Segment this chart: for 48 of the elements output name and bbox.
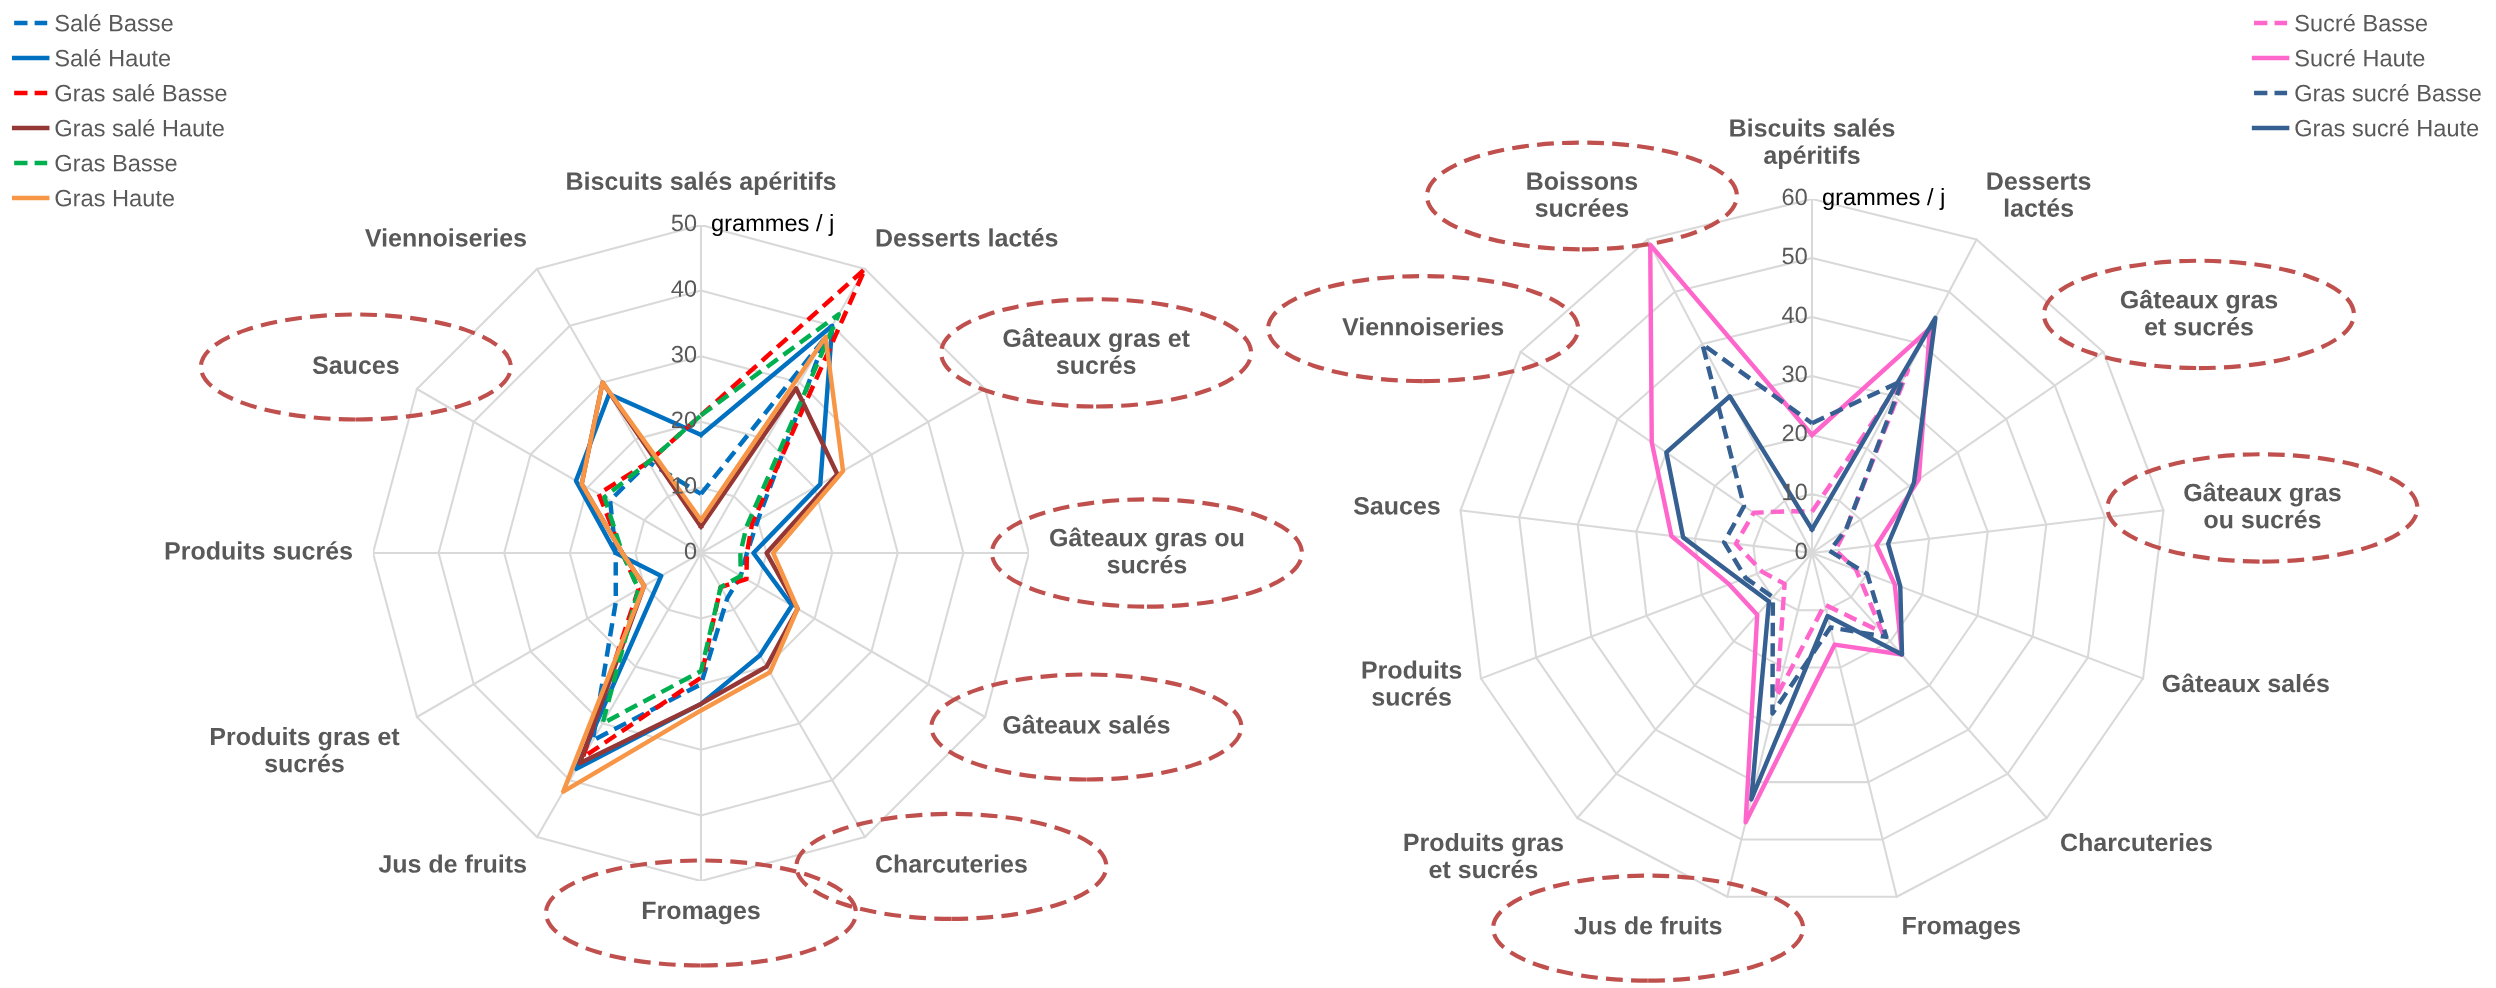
spoke-label: Viennoiseries bbox=[365, 228, 526, 247]
legend-label: Sucré Basse bbox=[2295, 13, 2428, 32]
legend-label: Salé Haute bbox=[55, 48, 171, 67]
legend-label: Sucré Haute bbox=[2295, 48, 2425, 67]
legend-label: Gras salé Basse bbox=[55, 83, 227, 102]
spoke-label: Charcuteries bbox=[2061, 832, 2212, 852]
spoke-label: Biscuits salés apéritifs bbox=[567, 171, 836, 195]
y-tick-label: 0 bbox=[1795, 542, 1807, 560]
spoke-label: Gâteaux salés bbox=[2162, 673, 2329, 693]
text: grammes / j bbox=[1822, 188, 1944, 210]
spoke-label: Jus de fruits bbox=[378, 854, 526, 873]
text: grammes / j bbox=[711, 214, 833, 236]
spoke-label: Fromages bbox=[1903, 916, 2020, 940]
spoke-label: Desserts lactés bbox=[1987, 172, 2091, 217]
spoke-label: Gâteaux gras et sucrés bbox=[1003, 328, 1190, 375]
y-tick-label: 30 bbox=[671, 345, 697, 363]
spoke-label: Gâteaux gras et sucrés bbox=[2120, 289, 2278, 336]
spoke-label: Jus de fruits bbox=[1574, 916, 1722, 935]
legend-label: Gras Basse bbox=[55, 154, 177, 172]
spoke-label: Boissons sucrées bbox=[1527, 171, 1638, 217]
y-tick-label: 40 bbox=[1782, 306, 1807, 324]
legend-label: Salé Basse bbox=[55, 13, 173, 32]
legend-label: Gras sucré Basse bbox=[2295, 83, 2481, 102]
spoke-label: Produits gras et sucrés bbox=[210, 727, 400, 773]
spoke-label: Sauces bbox=[1353, 496, 1440, 515]
legend-label: Gras sucré Haute bbox=[2295, 118, 2479, 137]
spoke-label: Charcuteries bbox=[876, 854, 1027, 873]
y-tick-label: 60 bbox=[1782, 188, 1807, 206]
spoke-label: Produits sucrés bbox=[165, 541, 352, 560]
y-tick-label: 10 bbox=[672, 477, 697, 494]
spoke-label: Produits sucrés bbox=[1362, 660, 1462, 706]
spoke-label: Gâteaux salés bbox=[1003, 714, 1170, 734]
spoke-label: Fromages bbox=[642, 901, 760, 925]
spoke-label: Gâteaux gras ou sucrés bbox=[1050, 527, 1244, 574]
legend-label: Gras salé Haute bbox=[55, 118, 224, 137]
spoke-label: Gâteaux gras ou sucrés bbox=[2184, 482, 2341, 529]
y-tick-label: 20 bbox=[1782, 424, 1807, 442]
spoke-label: Sauces bbox=[312, 356, 399, 375]
spoke-label: Produits gras et sucrés bbox=[1404, 832, 1563, 879]
y-tick-label: 40 bbox=[671, 280, 697, 297]
spoke-label: Viennoiseries bbox=[1342, 317, 1504, 336]
y-tick-label: 30 bbox=[1782, 365, 1807, 383]
y-tick-label: 50 bbox=[671, 214, 697, 232]
spoke-label: Desserts lactés bbox=[876, 228, 1058, 247]
spoke-label: Biscuits salés apéritifs bbox=[1730, 118, 1895, 169]
legend-label: Gras Haute bbox=[55, 189, 174, 207]
y-tick-label: 0 bbox=[684, 542, 697, 560]
y-tick-label: 50 bbox=[1782, 247, 1807, 265]
